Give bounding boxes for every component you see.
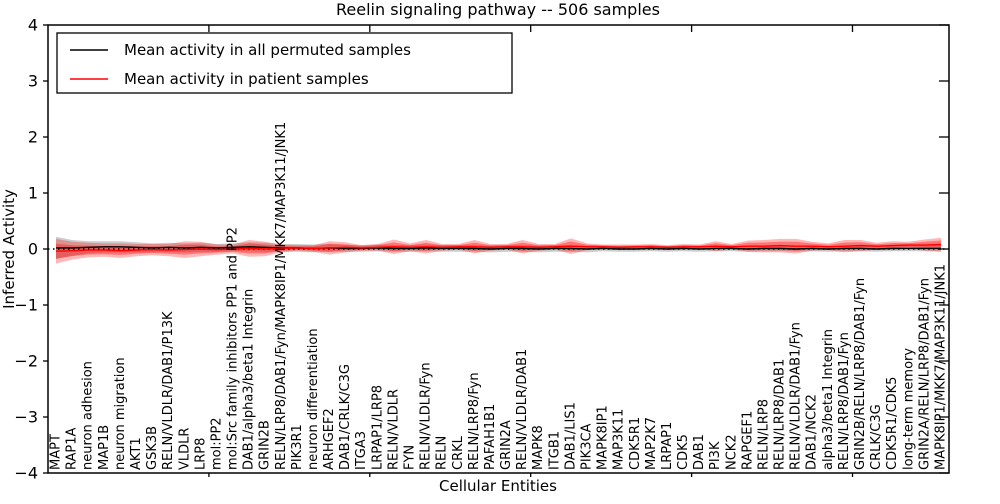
x-tick-label: MAP3K11: [612, 409, 627, 470]
x-tick-label: PIK3CA: [580, 423, 595, 470]
x-tick-label: RELN/VLDLR/DAB1/P13K: [161, 311, 176, 470]
x-tick-label: RELN/VLDLR: [386, 389, 401, 470]
legend: Mean activity in all permuted samples Me…: [56, 32, 513, 94]
x-tick-label: GRIN2A/RELN/LRP8/DAB1/Fyn: [917, 278, 932, 470]
x-tick-label: MAP2K7: [644, 417, 659, 470]
x-tick-label: GRIN2B/RELN/LRP8/DAB1/Fyn: [853, 278, 868, 470]
x-tick-label: long-term memory: [901, 348, 916, 470]
x-tick-label: neuron differentiation: [306, 328, 321, 470]
x-tick-label: MAPK8IP1: [596, 405, 611, 470]
x-tick-label: NCK2: [724, 434, 739, 470]
x-tick-label: MAPK8IP1/MKK7/MAP3K11/JNK1: [934, 264, 949, 470]
x-tick-label: DAB1: [692, 434, 707, 470]
x-tick-label: RELN/LRP8/Fyn: [467, 372, 482, 470]
patient-std-band-inner: [56, 240, 941, 259]
patient-std-band-outer: [56, 237, 941, 264]
legend-label-permuted: Mean activity in all permuted samples: [124, 41, 411, 59]
x-tick-label: CDK5: [676, 434, 691, 470]
x-tick-labels: MAPT RAP1A neuron adhesion MAP1B neuron migr…: [49, 122, 949, 470]
y-tick-label: 3: [28, 72, 38, 91]
x-tick-label: RELN/VLDLR/DAB1/Fyn: [789, 322, 804, 470]
x-tick-label: VLDLR: [177, 428, 192, 470]
x-tick-label: CRLK/C3G: [869, 404, 884, 470]
x-tick-label: RELN/VLDLR/DAB1: [515, 349, 530, 470]
x-tick-label: DAB1/CRLK/C3G: [338, 364, 353, 470]
x-tick-label: mol:Src family inhibitors PP1 and PP2: [226, 227, 241, 470]
legend-label-patient: Mean activity in patient samples: [124, 70, 369, 88]
x-tick-label: FYN: [403, 445, 418, 470]
x-tick-label: ITGB1: [547, 431, 562, 470]
x-tick-label: RELN/LRP8/DAB1/Fyn/MAPK8IP1/MKK7/MAP3K11…: [274, 122, 289, 470]
x-tick-label: GRIN2B: [258, 420, 273, 470]
x-tick-label: RELN/LRP8/DAB1/Fyn: [837, 332, 852, 470]
mean-lines: [55, 243, 942, 252]
y-tick-label: 0: [28, 240, 38, 259]
x-tick-label: CRKL: [451, 435, 466, 470]
patient-mean-line: [55, 243, 942, 252]
x-tick-label: PIK3R1: [290, 424, 305, 470]
x-tick-label: mol:PP2: [209, 417, 224, 470]
x-tick-label: neuron migration: [113, 357, 128, 470]
x-tick-label: neuron adhesion: [81, 361, 96, 470]
x-tick-label: GRIN2A: [499, 420, 514, 470]
y-tick-label: 1: [28, 184, 38, 203]
x-axis-label: Cellular Entities: [439, 477, 557, 495]
x-tick-label: MAP1B: [97, 425, 112, 470]
x-tick-label: RAPGEF1: [740, 411, 755, 470]
x-tick-label: PI3K: [708, 441, 723, 470]
permuted-std-band: [56, 236, 941, 260]
legend-box: [56, 32, 513, 94]
x-tick-label: ARHGEF2: [322, 408, 337, 470]
x-tick-label: AKT1: [129, 437, 144, 470]
y-tick-label: −2: [14, 352, 38, 371]
std-bands: [56, 236, 941, 264]
x-tick-label: RAP1A: [65, 427, 80, 470]
y-axis-label: Inferred Activity: [0, 189, 18, 309]
x-tick-label: alpha3/beta1 Integrin: [821, 329, 836, 470]
x-tick-label: MAPK8: [531, 425, 546, 470]
x-tick-label: CDK5R1: [628, 417, 643, 470]
chart-title: Reelin signaling pathway -- 506 samples: [336, 0, 660, 19]
x-tick-label: DAB1/alpha3/beta1 Integrin: [242, 289, 257, 470]
y-tick-label: 2: [28, 128, 38, 147]
x-tick-label: MAPT: [49, 434, 64, 470]
y-tick-label: 4: [28, 16, 38, 35]
x-tick-label: CDK5R1/CDK5: [885, 377, 900, 470]
x-tick-label: LRPAP1/LRP8: [370, 385, 385, 470]
axis-ticks: [43, 24, 949, 477]
x-tick-label: LRPAP1: [660, 422, 675, 470]
x-tick-label: GSK3B: [145, 426, 160, 470]
y-tick-label: −4: [14, 464, 38, 483]
x-tick-label: RELN/VLDLR/Fyn: [419, 362, 434, 470]
x-tick-label: ITGA3: [354, 431, 369, 470]
y-tick-label: −3: [14, 408, 38, 427]
x-tick-label: DAB1/LIS1: [563, 402, 578, 470]
y-tick-labels: −4 −3 −2 −1 0 1 2 3 4: [14, 16, 38, 483]
x-tick-label: PAFAH1B1: [483, 404, 498, 470]
y-tick-label: −1: [14, 296, 38, 315]
permuted-mean-line: [56, 246, 941, 250]
x-tick-label: RELN: [435, 436, 450, 470]
x-tick-label: RELN/LRP8/DAB1: [773, 359, 788, 470]
x-tick-label: DAB1/NCK2: [805, 394, 820, 470]
x-tick-label: RELN/LRP8: [757, 399, 772, 470]
x-tick-label: LRP8: [193, 438, 208, 470]
